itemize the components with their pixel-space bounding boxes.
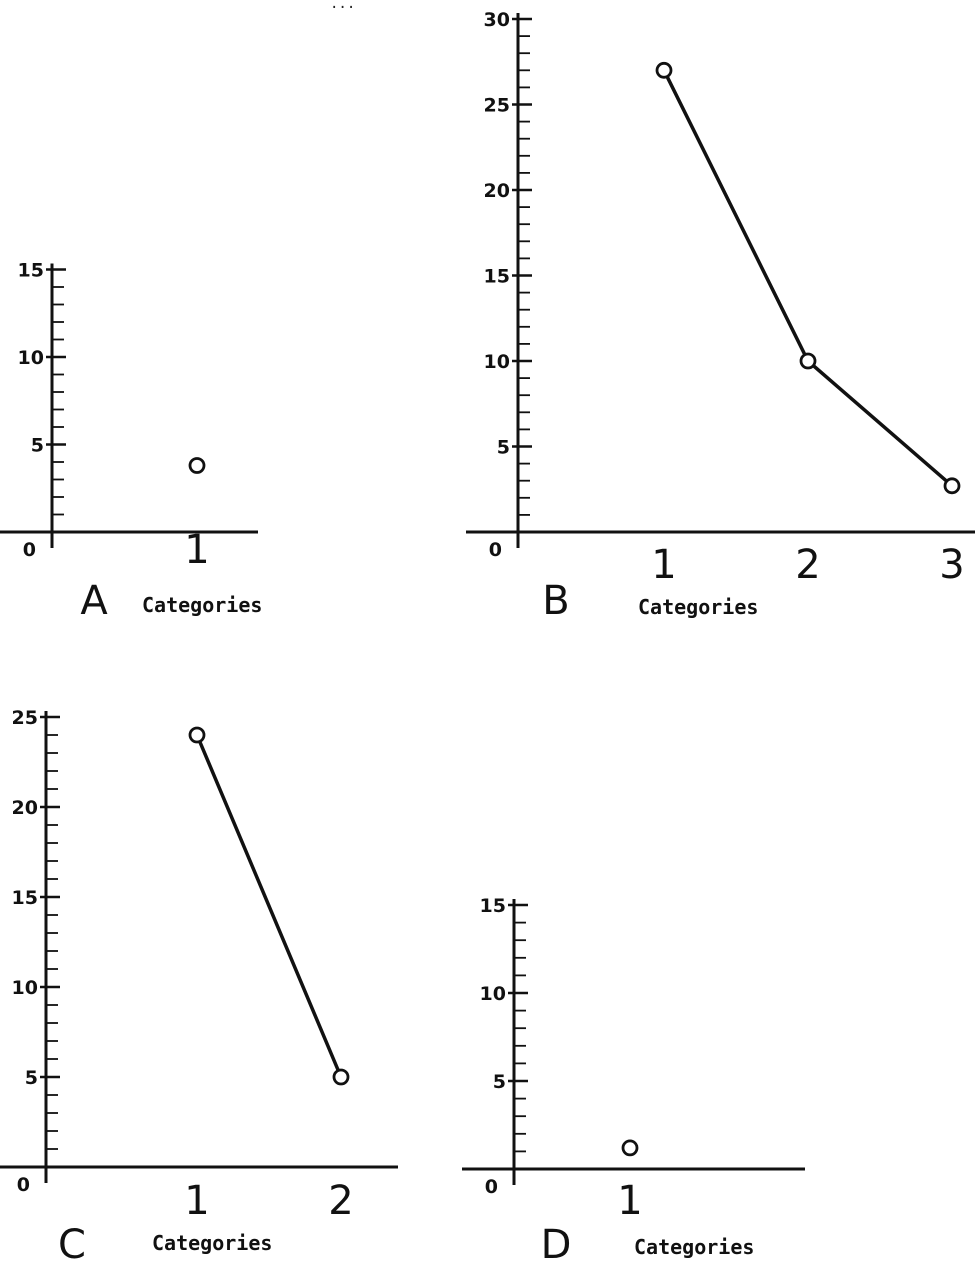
y-tick-label: 5 — [31, 435, 44, 457]
y-tick-label: 15 — [12, 887, 38, 909]
y-tick-label: 10 — [480, 983, 506, 1005]
y-tick-label: 30 — [484, 9, 510, 31]
y-tick-label: 20 — [12, 797, 38, 819]
y-tick-label: 15 — [18, 260, 44, 282]
x-tick-label: 3 — [939, 542, 964, 588]
y-tick-label: 5 — [25, 1067, 38, 1089]
x-tick-label: 1 — [617, 1178, 642, 1224]
y-tick-label: 5 — [493, 1071, 506, 1093]
y-tick-label: 25 — [12, 707, 38, 729]
series-line — [195, 734, 343, 1078]
data-point — [621, 1139, 639, 1157]
x-tick-label: 1 — [184, 527, 209, 573]
data-point — [799, 352, 817, 370]
y-tick-label-zero: 0 — [489, 539, 502, 561]
panel-letter: B — [542, 578, 569, 624]
x-axis-title: Categories — [152, 1231, 272, 1255]
y-tick-label: 5 — [497, 437, 510, 459]
panel-letter: C — [58, 1222, 86, 1264]
y-tick-label: 10 — [484, 351, 510, 373]
x-axis-title: Categories — [638, 595, 758, 619]
y-tick-label: 20 — [484, 180, 510, 202]
x-tick-label: 1 — [651, 542, 676, 588]
data-point — [188, 457, 206, 474]
chart-panel-d: 5 10 15 0 1 D Categories — [462, 895, 805, 1264]
series-line — [662, 69, 954, 488]
chart-panel-c: 5 10 15 20 25 0 1 2 C Categories — [0, 707, 398, 1264]
y-tick-label: 10 — [12, 977, 38, 999]
chart-panel-a: 5 10 15 0 1 A Categories — [0, 260, 262, 624]
x-tick-label: 2 — [795, 542, 820, 588]
y-tick-label: 10 — [18, 347, 44, 369]
chart-panel-b: 5 10 15 20 25 30 0 1 2 3 B Categories — [466, 9, 975, 624]
x-tick-label: 2 — [328, 1178, 353, 1224]
panel-letter: A — [80, 578, 108, 624]
header-text: ... — [330, 0, 355, 12]
panel-letter: D — [541, 1222, 572, 1264]
y-tick-label-zero: 0 — [485, 1176, 498, 1198]
data-point — [332, 1068, 350, 1086]
y-tick-label: 15 — [484, 266, 510, 288]
x-axis-title: Categories — [142, 593, 262, 617]
data-point — [655, 61, 673, 79]
data-point — [943, 477, 961, 495]
data-point — [188, 726, 206, 744]
y-tick-label: 25 — [484, 95, 510, 117]
y-tick-label-zero: 0 — [23, 539, 36, 561]
y-tick-label: 15 — [480, 895, 506, 917]
x-tick-label: 1 — [184, 1178, 209, 1224]
y-tick-label-zero: 0 — [17, 1174, 30, 1196]
x-axis-title: Categories — [634, 1235, 754, 1259]
